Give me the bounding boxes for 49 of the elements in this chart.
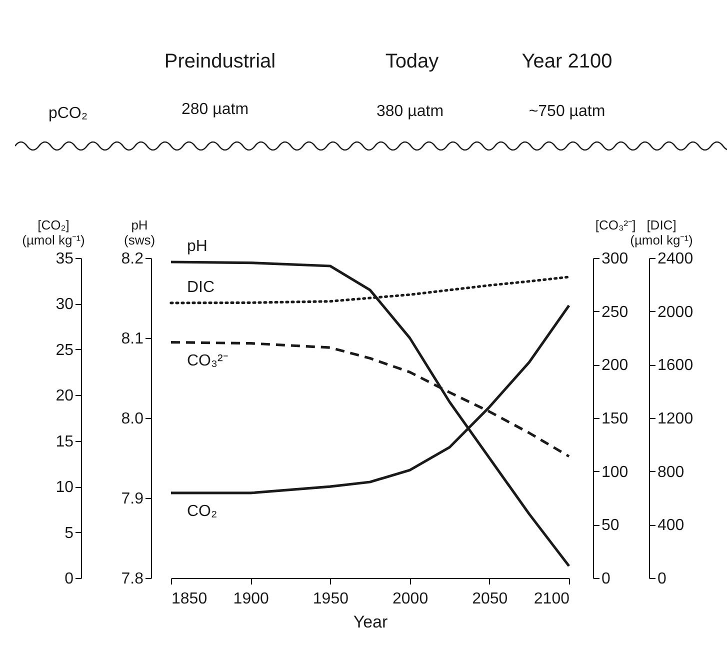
series-label: CO₂: [187, 502, 218, 520]
y2-tick-label: 2400: [658, 250, 694, 268]
x-axis-title: Year: [353, 612, 388, 632]
y-tick-label: 30: [56, 296, 74, 314]
y-axis-title: [CO₂] (µmol kg⁻¹): [22, 218, 85, 248]
series-label: pH: [187, 238, 208, 255]
text: pCO₂: [48, 105, 88, 123]
text: Today: [385, 50, 439, 74]
x-tick-label: 1900: [233, 590, 269, 608]
x-tick-label: 1950: [312, 590, 349, 608]
y2-axis-title: [CO₃²⁻]: [595, 218, 636, 232]
x-tick-label: 2000: [392, 590, 428, 608]
x-tick-label: 1850: [172, 590, 208, 608]
series-label: CO₃²⁻: [187, 352, 228, 370]
y2-tick-label: 1600: [658, 357, 694, 374]
y2-tick-label: 1200: [658, 410, 694, 428]
y-tick-label: 5: [64, 524, 74, 542]
y-tick-label: 20: [56, 388, 74, 405]
text: 380 µatm: [376, 103, 444, 121]
y2-tick-label: 0: [602, 570, 610, 588]
y-tick-label: 7.8: [121, 570, 144, 588]
text: 280 µatm: [181, 101, 249, 119]
y-tick-label: 15: [56, 433, 74, 450]
x-tick-label: 2100: [534, 590, 570, 608]
y-tick-label: 7.9: [121, 490, 144, 508]
y2-tick-label: 50: [602, 517, 620, 534]
y2-tick-label: 250: [602, 304, 628, 321]
y-tick-label: 35: [56, 250, 74, 268]
line-series: [170, 260, 570, 568]
y-axis-title: pH (sws): [124, 218, 156, 248]
text: Preindustrial: [164, 50, 276, 74]
y-tick-label: 10: [56, 479, 74, 496]
y-tick-label: 8.0: [121, 410, 144, 428]
y2-tick-label: 0: [658, 570, 666, 588]
y2-tick-label: 100: [602, 464, 628, 481]
y2-tick-label: 800: [658, 464, 684, 481]
text: ~750 µatm: [528, 103, 606, 121]
series-label: DIC: [187, 278, 215, 296]
y-tick-label: 8.2: [121, 250, 144, 268]
y2-tick-label: 200: [602, 357, 628, 374]
y2-tick-label: 2000: [658, 304, 694, 321]
y-tick-label: 0: [64, 570, 74, 588]
y-tick-label: 8.1: [121, 330, 144, 348]
y2-tick-label: 150: [602, 410, 628, 428]
text: Year 2100: [522, 50, 612, 74]
x-tick-label: 2050: [472, 590, 508, 608]
y-tick-label: 25: [56, 342, 74, 359]
y2-tick-label: 400: [658, 517, 684, 534]
y2-tick-label: 300: [602, 250, 628, 268]
